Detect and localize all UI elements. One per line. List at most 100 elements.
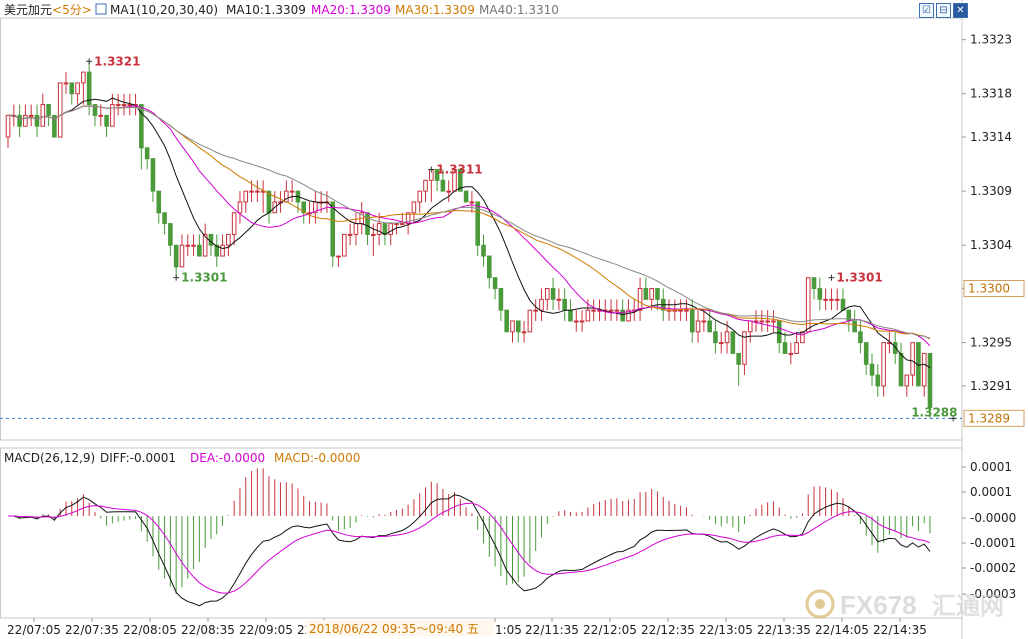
candle — [562, 288, 567, 321]
ma40-label: MA40:1.3310 — [479, 3, 559, 17]
candle — [150, 158, 156, 202]
candle — [800, 331, 805, 344]
extreme-label: 1.3301 — [181, 271, 227, 285]
candle — [724, 320, 730, 354]
expand-glyph: ☑ — [922, 5, 931, 16]
ma20-line — [8, 105, 931, 347]
ref-level-box — [963, 280, 1025, 298]
candle — [486, 255, 492, 289]
candle — [637, 277, 643, 321]
layout-glyph: ⊟ — [939, 5, 948, 16]
macd-tick-label: -0.0000 — [970, 511, 1016, 525]
candle — [405, 212, 411, 235]
candle — [608, 299, 614, 321]
candles — [5, 61, 933, 419]
ma10-label: MA10:1.3309 — [226, 3, 306, 17]
price-tick-label: 1.3304 — [970, 238, 1012, 252]
macd-diff-line — [8, 494, 931, 607]
close-glyph: ✕ — [956, 5, 965, 16]
candle — [243, 190, 249, 213]
candle — [730, 331, 736, 354]
extreme-label: 1.3301 — [836, 271, 882, 285]
candle — [898, 342, 904, 387]
candle — [75, 82, 80, 105]
candle — [591, 299, 596, 321]
price-tick-label: 1.3295 — [970, 336, 1012, 350]
ma40-line — [8, 105, 931, 339]
time-tick-label: 22/07:35 — [65, 623, 119, 637]
macd-tick-label: -0.0002 — [970, 561, 1016, 575]
candle — [336, 255, 341, 267]
candle — [515, 320, 521, 343]
candle — [162, 212, 167, 235]
candle — [829, 288, 834, 311]
extreme-marker: 1.3311 — [428, 162, 483, 176]
time-tick-label: 22/14:35 — [873, 623, 927, 637]
time-tick-label: 22/09:05 — [239, 623, 293, 637]
candle — [904, 374, 910, 397]
candle — [481, 234, 486, 267]
candle — [104, 114, 109, 138]
time-tick-label: 22/13:35 — [757, 623, 811, 637]
candle — [463, 190, 469, 203]
candle — [394, 223, 399, 235]
macd-tick-label: 0.0001 — [970, 460, 1012, 474]
candle — [544, 288, 550, 311]
candle — [863, 342, 869, 376]
price-axis: 1.3323 1.3318 1.3314 1.3309 1.3304 1.3300 1.32… — [962, 33, 1025, 427]
layout-icon[interactable]: ⊟ — [936, 3, 951, 18]
candle — [197, 234, 202, 257]
time-tick-label: 22/13:05 — [699, 623, 753, 637]
candle — [695, 310, 701, 343]
indicator-icon[interactable] — [95, 3, 107, 15]
expand-icon[interactable]: ☑ — [919, 3, 934, 18]
candle — [144, 147, 150, 170]
candle — [353, 212, 359, 246]
extreme-marker: 1.3321 — [86, 54, 140, 68]
candle — [736, 352, 741, 386]
candle — [272, 191, 278, 214]
candle — [295, 190, 301, 213]
candle — [266, 190, 272, 224]
macd-histogram — [19, 468, 931, 594]
macd-diff-label: DIFF:-0.0001 — [100, 451, 176, 465]
price-tick-label: 1.3309 — [970, 184, 1012, 198]
candle — [875, 364, 881, 397]
candle — [527, 309, 533, 333]
close-icon[interactable]: ✕ — [953, 3, 968, 18]
extreme-marker: 1.3301 — [828, 271, 883, 285]
candle — [823, 288, 828, 311]
candle — [811, 277, 817, 300]
watermark: FX678 汇通网 — [805, 589, 1004, 620]
candle — [260, 180, 266, 213]
watermark-brand: FX678 — [840, 590, 917, 620]
candle — [202, 223, 208, 257]
candle — [40, 93, 46, 127]
candle — [231, 212, 237, 246]
candle — [510, 320, 515, 343]
ref-level-box — [963, 409, 1025, 427]
macd-dea-line — [8, 502, 931, 594]
candle — [550, 277, 556, 311]
macd-tick-label: -0.0003 — [970, 587, 1016, 601]
price-tick-label: 1.3318 — [970, 87, 1012, 101]
candle — [347, 223, 353, 246]
ref-level-label: 1.3289 — [968, 411, 1010, 425]
candle — [678, 299, 683, 321]
candle — [475, 201, 480, 257]
extreme-marker: 1.3288 — [911, 405, 958, 422]
extreme-marker: 1.3301 — [173, 271, 227, 285]
candle — [556, 288, 562, 311]
candle — [63, 72, 69, 94]
price-tick-label: 1.3314 — [970, 130, 1012, 144]
candle — [34, 104, 40, 138]
moving-average-lines — [8, 97, 931, 368]
candle — [614, 299, 620, 321]
candle — [208, 233, 214, 257]
candle — [185, 234, 191, 257]
candle — [313, 191, 318, 224]
candle — [237, 191, 243, 224]
macd-label: MACD(26,12,9) — [4, 451, 95, 465]
